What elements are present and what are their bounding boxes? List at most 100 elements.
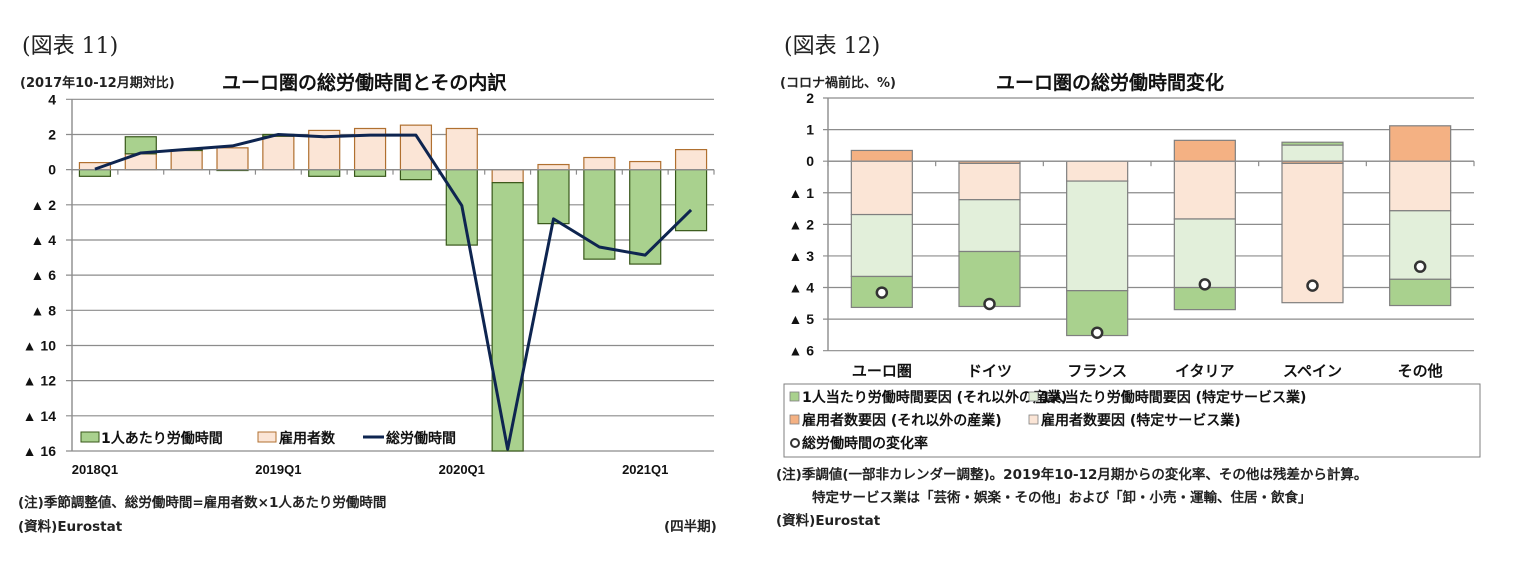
hours-specific-service-bar [1066, 180, 1129, 292]
right-y-tick-label: ▲ 2 [788, 216, 814, 232]
right-source: (資料)Eurostat [776, 513, 881, 529]
right-y-tick-label: ▲ 3 [788, 248, 814, 264]
employment-other-industry-bar [1173, 139, 1236, 162]
left-y-tick-label: ▲ 4 [30, 232, 56, 248]
employment-bar [537, 163, 570, 171]
right-category-label: ドイツ [967, 362, 1012, 380]
right-axes [827, 98, 1475, 351]
right-unit-label: (コロナ禍前比、%) [780, 76, 896, 91]
hours-specific-service-bar [850, 213, 913, 278]
left-y-tick-label: 2 [48, 126, 56, 142]
left-source: (資料)Eurostat [18, 519, 123, 535]
right-legend: 1人当たり労働時間要因 (それ以外の産業)1人当たり労働時間要因 (特定サービス… [783, 383, 1481, 458]
left-y-tick-label: 0 [48, 162, 56, 178]
hours-other-industry-bar [1389, 278, 1452, 307]
legend-employment-specific-service-swatch [1028, 414, 1039, 425]
right-note-1: (注)季調値(一部非カレンダー調整)。2019年10-12月期からの変化率、その… [776, 467, 1368, 483]
employment-bar [491, 169, 524, 184]
legend-label-hours-per-person: 1人あたり労働時間 [101, 430, 223, 447]
left-y-tick-label: ▲ 2 [30, 197, 56, 213]
employment-other-industry-bar [1389, 125, 1452, 162]
employment-specific-service-bar [1066, 160, 1129, 182]
legend-hours-other-industry-swatch [789, 391, 800, 402]
right-markers [875, 260, 1427, 339]
hours-specific-service-bar [1173, 218, 1236, 289]
total-hours-change-marker [1198, 278, 1212, 291]
total-hours-change-marker [875, 286, 889, 299]
left-legend: 1人あたり労働時間 雇用者数 総労働時間 [76, 426, 480, 448]
legend-hours-specific-service-label: 1人当たり労働時間要因 (特定サービス業) [1041, 389, 1306, 406]
left-y-tick-label: ▲ 8 [30, 302, 56, 318]
employment-other-industry-bar [850, 149, 913, 162]
left-y-tick-label: ▲ 10 [23, 337, 57, 353]
hours-per-person-bar [399, 169, 433, 181]
right-category-label: ユーロ圏 [852, 362, 912, 380]
left-x-axis-ticks: 2018Q1 2019Q1 2020Q1 2021Q1 [72, 462, 669, 477]
left-y-tick-label: ▲ 16 [23, 443, 57, 459]
right-y-tick-label: 0 [806, 153, 814, 169]
left-line-series [94, 132, 693, 451]
legend-employment-other-industry-label: 雇用者数要因 (それ以外の産業) [802, 412, 1002, 429]
employment-bar [399, 124, 433, 171]
total-hours-change-marker [1413, 260, 1427, 273]
employment-bar [629, 160, 662, 171]
hours-per-person-bar [537, 169, 570, 225]
right-gridlines [823, 97, 1474, 352]
right-chart-title: ユーロ圏の総労働時間変化 [996, 72, 1225, 94]
left-chart-title: ユーロ圏の総労働時間とその内訳 [222, 72, 507, 94]
right-bars [850, 125, 1452, 337]
legend-label-employment: 雇用者数 [279, 430, 336, 447]
hours-per-person-bar [353, 169, 387, 177]
legend-total-change-label: 総労働時間の変化率 [802, 435, 928, 452]
right-y-tick-label: 2 [806, 90, 814, 106]
left-x-tick-label: 2018Q1 [72, 462, 118, 477]
legend-label-total-hours: 総労働時間 [386, 430, 456, 447]
right-category-label: フランス [1067, 362, 1127, 380]
left-y-tick-label: ▲ 12 [23, 373, 57, 389]
left-y-axis-ticks: 4 2 0 ▲ 2 ▲ 4 ▲ 6 ▲ 8 ▲ 10 ▲ 12 ▲ 14 ▲ 16 [23, 91, 57, 459]
legend-swatch-hours-per-person [80, 431, 100, 443]
legend-swatch-employment [257, 431, 277, 443]
legend-hours-specific-service-swatch [1028, 391, 1039, 402]
hours-per-person-bar [629, 169, 662, 265]
right-x-axis-categories: ユーロ圏 ドイツ フランス イタリア スペイン その他 [852, 362, 1443, 380]
left-period-label: (四半期) [664, 519, 717, 535]
right-y-tick-label: ▲ 1 [788, 185, 814, 201]
legend-employment-specific-service-label: 雇用者数要因 (特定サービス業) [1041, 412, 1241, 429]
total-hours-change-marker [1306, 279, 1319, 292]
total-hours-line [94, 132, 693, 451]
hours-specific-service-bar [1281, 144, 1344, 162]
employment-bar [445, 127, 478, 171]
left-x-tick-label: 2019Q1 [255, 462, 301, 477]
figure-label-11: (図表 11) [22, 34, 119, 59]
right-category-label: その他 [1398, 362, 1443, 380]
employment-bar [216, 147, 249, 171]
total-hours-change-marker [983, 297, 996, 311]
legend-employment-other-industry-swatch [789, 414, 800, 425]
left-x-tick-label: 2020Q1 [439, 462, 485, 477]
right-note-2: 特定サービス業は「芸術・娯楽・その他」および「卸・小売・運輸、住居・飲食」 [812, 490, 1312, 506]
right-y-axis-ticks: 2 1 0 ▲ 1 ▲ 2 ▲ 3 ▲ 4 ▲ 5 ▲ 6 [788, 90, 814, 359]
left-legend-background [76, 426, 480, 448]
total-hours-change-marker [1090, 326, 1104, 339]
hours-per-person-bar [308, 169, 341, 177]
hours-per-person-bar [491, 182, 524, 452]
employment-bar [674, 148, 708, 171]
left-y-tick-label: 4 [48, 91, 56, 107]
left-y-tick-label: ▲ 6 [30, 267, 56, 283]
hours-other-industry-bar [958, 250, 1021, 308]
right-y-tick-label: ▲ 5 [788, 311, 814, 327]
hours-other-industry-bar [1281, 141, 1344, 146]
left-unit-label: (2017年10-12月期対比) [20, 76, 175, 91]
right-category-label: イタリア [1175, 362, 1234, 380]
employment-specific-service-bar [850, 160, 913, 216]
employment-bar [583, 156, 616, 171]
left-bars [78, 124, 708, 452]
legend-hours-other-industry-label: 1人当たり労働時間要因 (それ以外の産業) [802, 389, 1067, 406]
left-axes [71, 99, 715, 451]
hours-specific-service-bar [958, 199, 1021, 253]
employment-specific-service-bar [1173, 160, 1236, 220]
employment-specific-service-bar [958, 162, 1021, 201]
employment-specific-service-bar [1389, 160, 1452, 212]
